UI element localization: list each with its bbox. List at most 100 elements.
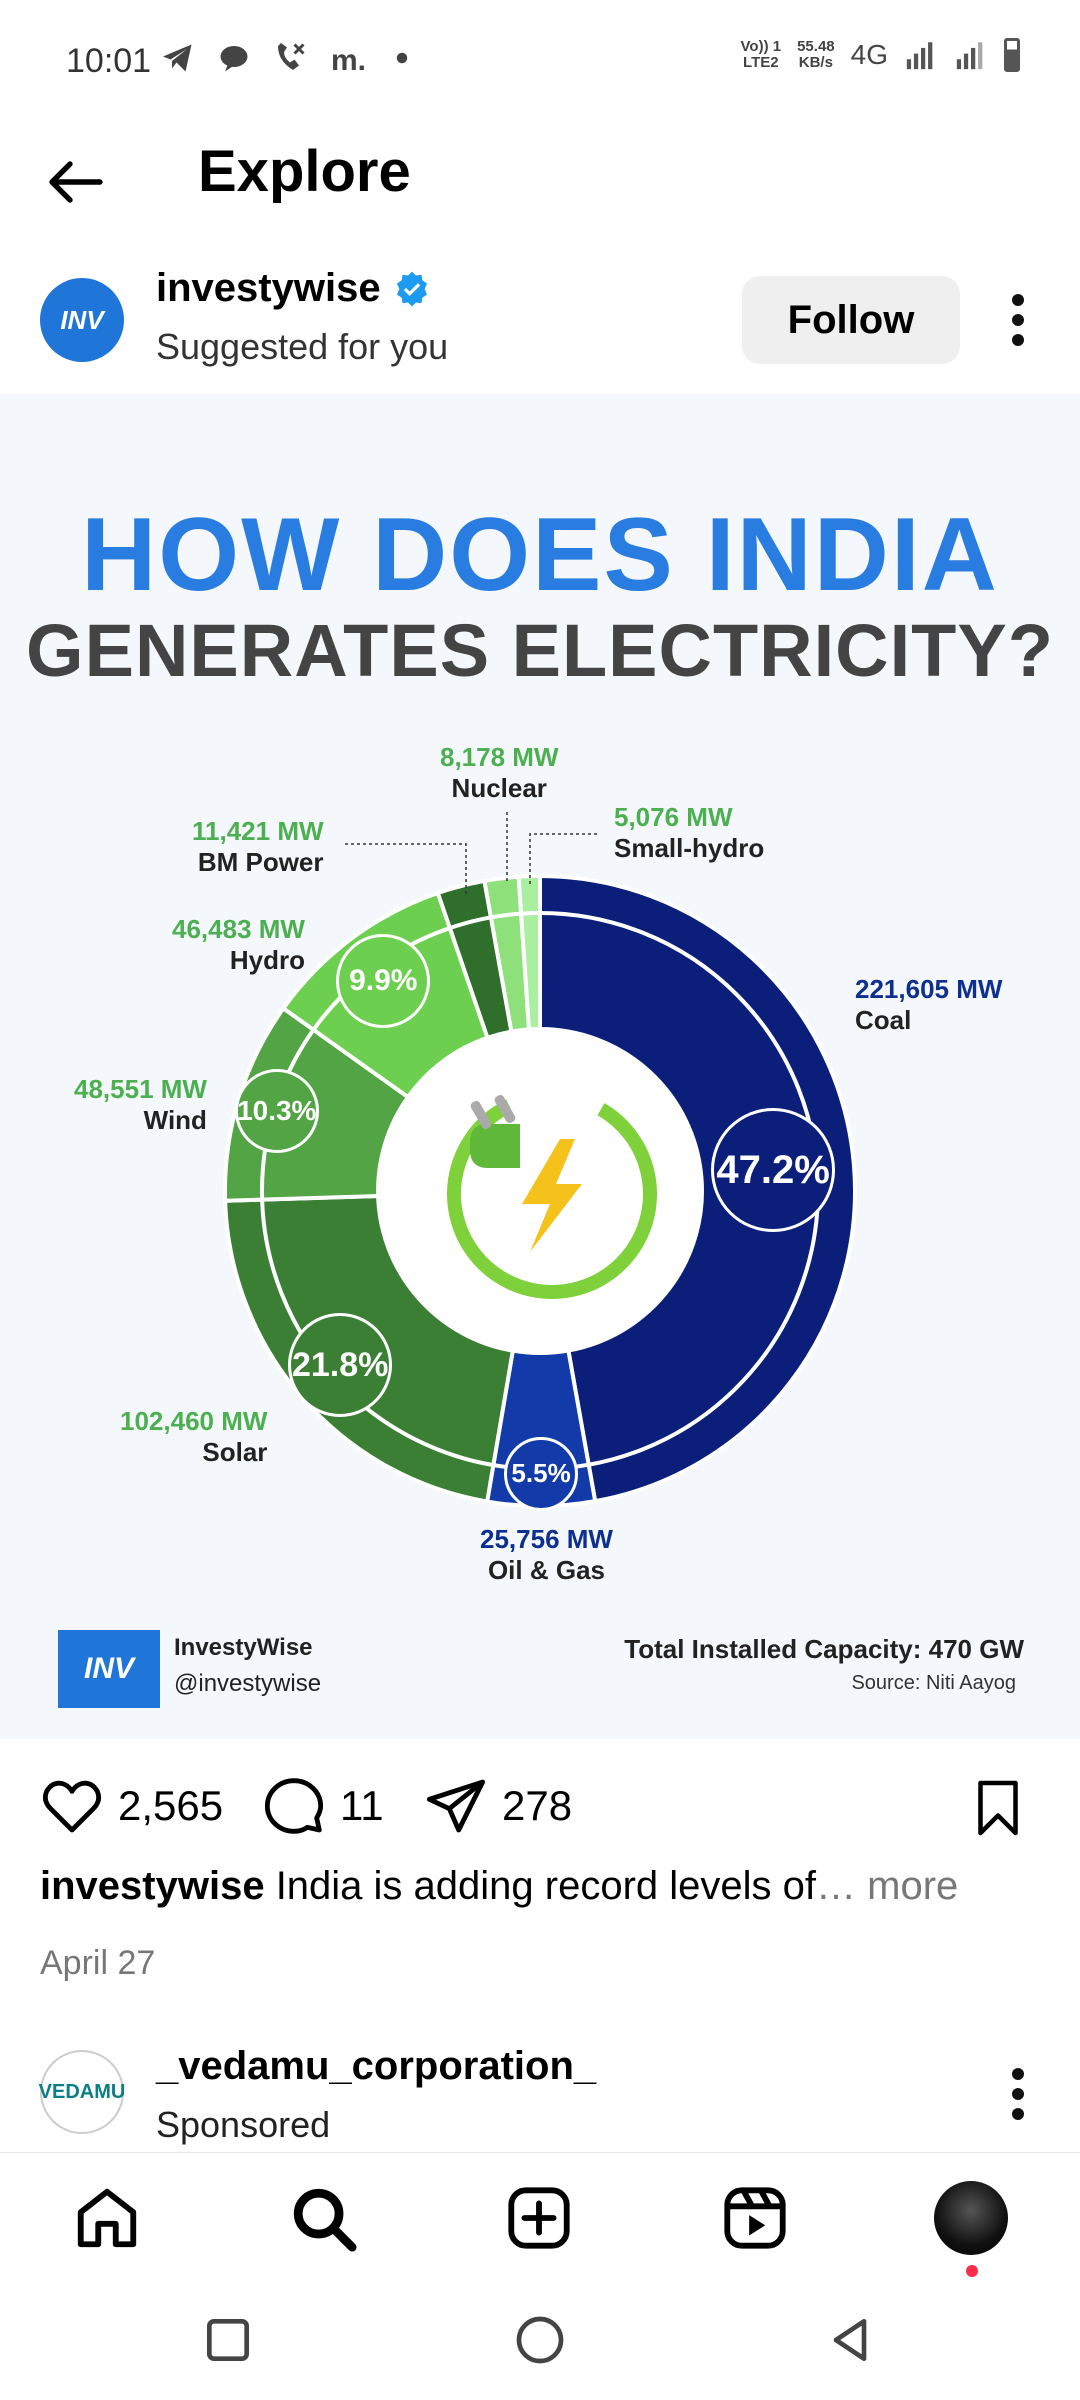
post-avatar[interactable]: INV — [40, 278, 124, 362]
label-value: 5,076 MW — [614, 802, 733, 832]
label-name: Solar — [202, 1437, 268, 1467]
percent-badge: 5.5% — [504, 1436, 579, 1511]
top-bar: Explore — [0, 120, 1080, 240]
label-name: Nuclear — [451, 773, 547, 803]
page-title: Explore — [198, 139, 411, 204]
bottom-navigation — [0, 2152, 1080, 2282]
label-name: Hydro — [229, 945, 305, 975]
home-circle-icon[interactable] — [512, 2312, 568, 2368]
post-avatar-logo: INV — [60, 304, 104, 335]
status-time: 10:01 — [66, 42, 152, 80]
missed-call-icon — [278, 43, 305, 70]
back-triangle-icon[interactable] — [822, 2312, 878, 2368]
percent-badge: 10.3% — [234, 1069, 319, 1154]
suggested-label: Suggested for you — [156, 326, 449, 367]
volte-indicator: Vo)) 1 LTE2 — [740, 38, 782, 71]
source-note: Source: Niti Aayog — [851, 1672, 1016, 1694]
chat-icon — [220, 46, 248, 72]
label-name: Wind — [143, 1105, 207, 1135]
power-plug-icon — [447, 1089, 657, 1299]
percent-badge: 21.8% — [288, 1313, 393, 1418]
brand-logo: INV — [58, 1630, 160, 1708]
next-post-header: VEDAMU _vedamu_corporation_ Sponsored — [0, 2040, 1080, 2150]
comment-count: 11 — [340, 1782, 384, 1829]
more-notifications-icon — [396, 52, 408, 64]
caption-text: India is adding record levels of — [264, 1864, 817, 1908]
search-icon[interactable] — [288, 2183, 358, 2253]
profile-avatar[interactable] — [934, 2181, 1008, 2255]
label-bm-power: 11,421 MW BM Power — [192, 816, 324, 878]
post-header: INV investywise Suggested for you Follow — [0, 250, 1080, 380]
label-value: 221,605 MW — [855, 974, 1003, 1004]
reels-icon[interactable] — [720, 2183, 790, 2253]
infographic-title-line2: GENERATES ELECTRICITY? — [26, 609, 1054, 692]
next-post-options-icon[interactable] — [998, 2064, 1038, 2124]
status-bar: 10:01 m. Vo)) 1 LTE2 55.48 KB/s 4G — [0, 0, 1080, 120]
back-arrow-icon[interactable] — [40, 146, 112, 218]
signal-icon — [906, 42, 933, 70]
post-options-icon[interactable] — [998, 290, 1038, 350]
share-action[interactable]: 278 — [424, 1774, 572, 1838]
next-post-username[interactable]: _vedamu_corporation_ — [156, 2044, 597, 2088]
label-coal: 221,605 MW Coal — [855, 974, 1002, 1036]
total-capacity: Total Installed Capacity: 470 GW — [624, 1634, 1024, 1664]
label-name: Oil & Gas — [487, 1555, 605, 1585]
percent-badge: 9.9% — [336, 934, 431, 1029]
recent-apps-icon[interactable] — [200, 2312, 256, 2368]
like-action[interactable]: 2,565 — [40, 1774, 223, 1838]
heart-icon[interactable] — [40, 1774, 104, 1838]
m-app-icon: m. — [331, 44, 364, 76]
post-image[interactable]: HOW DOES INDIA GENERATES ELECTRICITY? 22… — [0, 394, 1080, 1739]
label-value: 25,756 MW — [480, 1524, 613, 1554]
bookmark-icon[interactable] — [968, 1778, 1028, 1838]
like-count: 2,565 — [118, 1782, 224, 1829]
label-value: 11,421 MW — [192, 816, 324, 846]
home-icon[interactable] — [72, 2183, 142, 2253]
infographic-title-line1: HOW DOES INDIA — [81, 497, 999, 613]
label-solar: 102,460 MW Solar — [120, 1406, 267, 1468]
create-post-icon[interactable] — [504, 2183, 574, 2253]
brand-name: InvestyWise — [174, 1634, 313, 1661]
label-name: BM Power — [197, 847, 324, 877]
sponsored-label: Sponsored — [156, 2104, 331, 2145]
comment-action[interactable]: 11 — [262, 1774, 384, 1838]
label-name: Small-hydro — [614, 833, 765, 863]
label-nuclear: 8,178 MW Nuclear — [440, 742, 559, 804]
label-value: 102,460 MW — [120, 1406, 268, 1436]
status-right-icons: Vo)) 1 LTE2 55.48 KB/s 4G — [741, 38, 1020, 72]
battery-icon — [1004, 38, 1020, 72]
leader-lines — [345, 812, 600, 894]
next-post-avatar-logo: VEDAMU — [38, 2080, 126, 2103]
post-actions: 2,565 11 278 — [0, 1752, 1080, 1862]
post-caption[interactable]: investywise India is adding record level… — [40, 1864, 1050, 1909]
follow-button[interactable]: Follow — [742, 276, 960, 364]
svg-text:m.: m. — [331, 44, 364, 76]
post-username[interactable]: investywise — [156, 266, 431, 311]
notification-dot — [966, 2265, 978, 2277]
signal-2-icon — [956, 42, 983, 70]
verified-badge-icon — [396, 271, 427, 306]
next-post-avatar[interactable]: VEDAMU — [38, 2050, 126, 2134]
label-value: 8,178 MW — [440, 742, 559, 772]
post-username-text: investywise — [156, 266, 381, 310]
label-hydro: 46,483 MW Hydro — [172, 914, 305, 976]
send-icon[interactable] — [424, 1774, 488, 1838]
label-wind: 48,551 MW Wind — [74, 1074, 207, 1136]
system-navigation — [0, 2282, 1080, 2400]
label-value: 46,483 MW — [172, 914, 305, 944]
caption-username[interactable]: investywise — [40, 1864, 265, 1908]
caption-more-link[interactable]: … more — [816, 1864, 959, 1908]
label-name: Coal — [855, 1005, 912, 1035]
label-oil-gas: 25,756 MW Oil & Gas — [480, 1524, 613, 1586]
brand-handle: @investywise — [174, 1670, 322, 1697]
network-type: 4G — [850, 39, 888, 70]
label-small-hydro: 5,076 MW Small-hydro — [614, 802, 764, 864]
telegram-icon — [163, 44, 192, 72]
share-count: 278 — [502, 1782, 573, 1829]
percent-badge: 47.2% — [711, 1108, 836, 1233]
network-speed: 55.48 KB/s — [797, 38, 835, 71]
comment-icon[interactable] — [262, 1774, 326, 1838]
post-date: April 27 — [40, 1944, 156, 1982]
label-value: 48,551 MW — [74, 1074, 207, 1104]
status-notification-icons: m. — [160, 40, 420, 76]
